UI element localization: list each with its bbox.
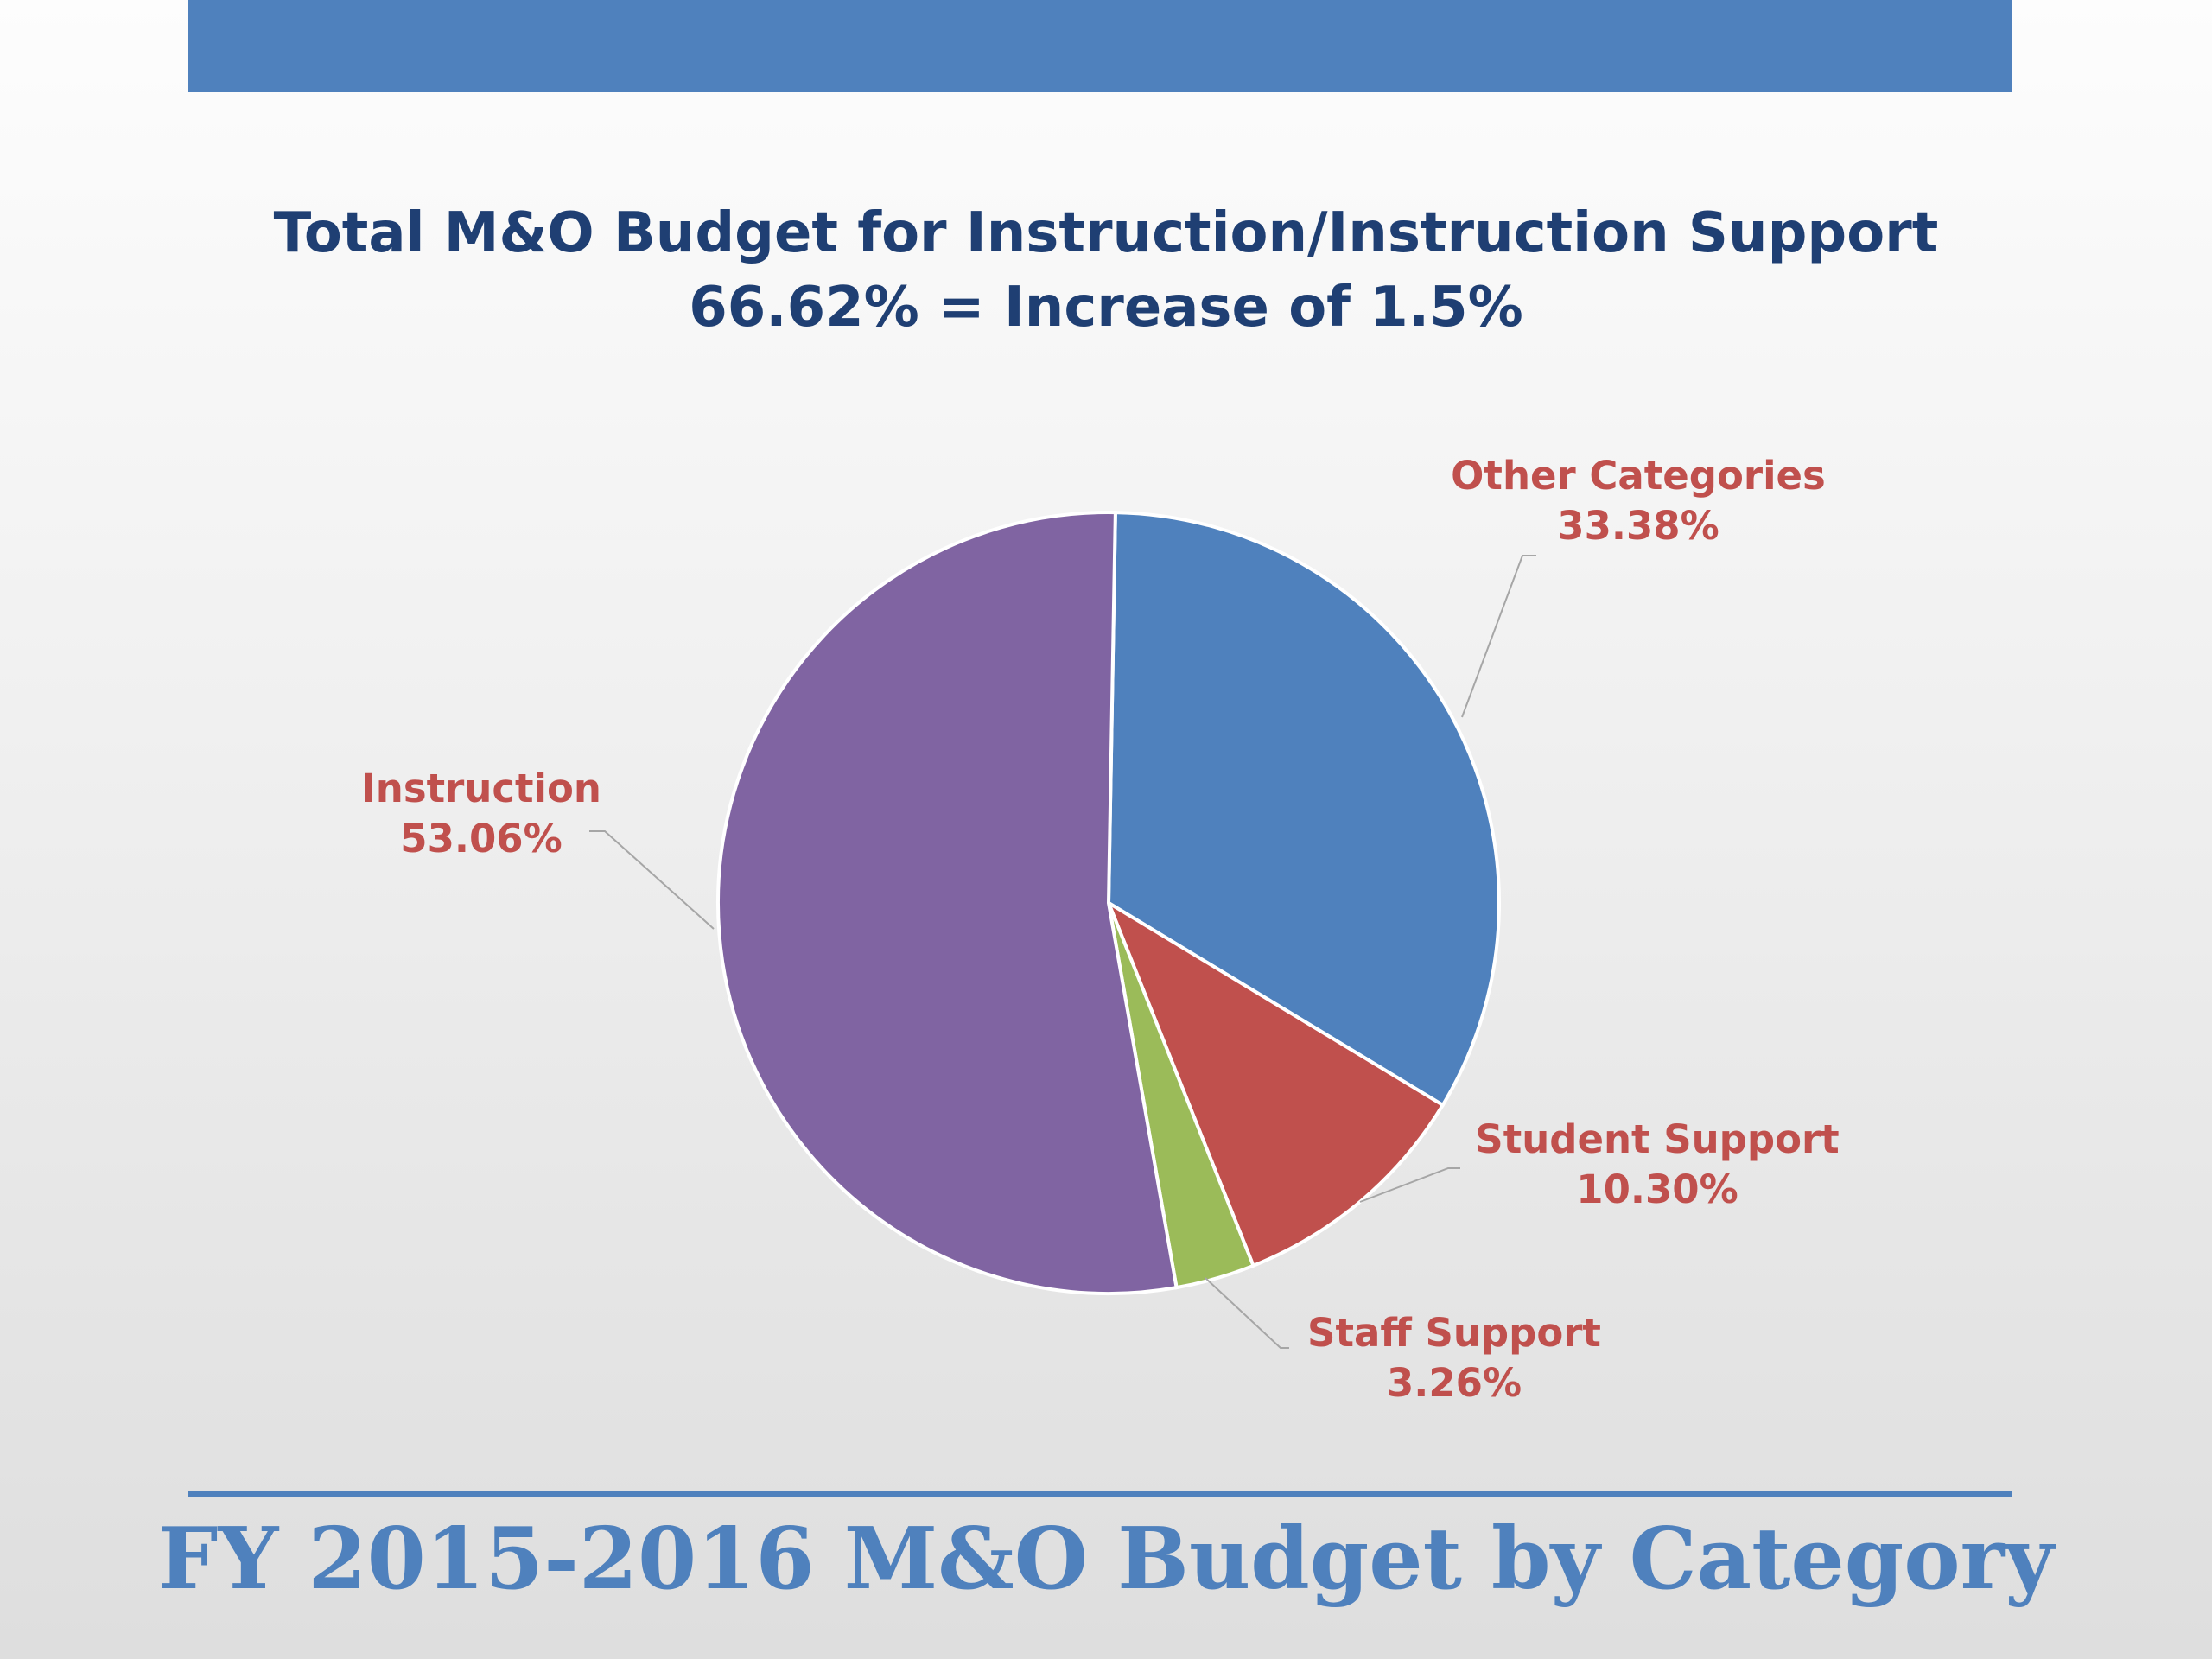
slice-name-label: Student Support — [1475, 1116, 1839, 1162]
leader-line-student-support — [1359, 1167, 1460, 1203]
chart-subtitle: 66.62% = Increase of 1.5% — [689, 276, 1523, 340]
slice-value-label: 10.30% — [1576, 1166, 1738, 1212]
pie-slices — [715, 511, 1502, 1295]
pie-slice-other-categories — [1106, 511, 1502, 1108]
leader-line-other-categories — [1461, 555, 1536, 718]
slice-name-label: Other Categories — [1451, 453, 1826, 499]
slice-name-label: Instruction — [361, 766, 601, 811]
slice-name-label: Staff Support — [1307, 1310, 1601, 1356]
pie-slice-instruction — [715, 511, 1179, 1295]
leader-line-staff-support — [1205, 1277, 1289, 1349]
top-accent-bar — [188, 0, 2012, 92]
slice-value-label: 3.26% — [1387, 1360, 1522, 1406]
chart-title: Total M&O Budget for Instruction/Instruc… — [273, 201, 1939, 265]
leader-line-instruction — [589, 830, 715, 930]
slide-title: FY 2015-2016 M&O Budget by Category — [157, 1510, 2055, 1609]
slice-value-label: 53.06% — [400, 816, 562, 861]
slice-value-label: 33.38% — [1557, 503, 1719, 549]
footer-divider — [188, 1491, 2012, 1497]
leader-lines — [589, 555, 1536, 1349]
